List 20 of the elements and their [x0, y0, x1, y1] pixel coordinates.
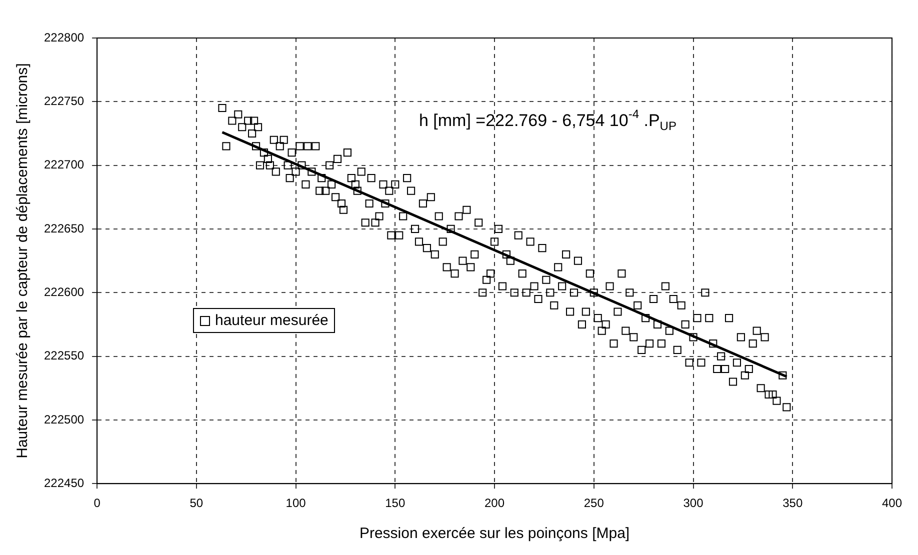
x-tick-label: 350 — [782, 496, 803, 510]
y-tick-label: 222450 — [44, 476, 84, 490]
x-tick-label: 200 — [484, 496, 505, 510]
x-axis-title: Pression exercée sur les poinçons [Mpa] — [359, 525, 630, 542]
x-tick-label: 50 — [190, 496, 204, 510]
y-tick-label: 222600 — [44, 284, 84, 299]
y-tick-label: 222550 — [44, 348, 84, 363]
x-tick-label: 250 — [584, 496, 604, 510]
x-tick-label: 0 — [94, 496, 101, 510]
x-tick-label: 150 — [385, 496, 406, 510]
x-tick-label: 300 — [683, 496, 704, 510]
legend-label: hauteur mesurée — [215, 312, 328, 329]
y-tick-label: 222500 — [44, 412, 84, 426]
y-tick-label: 222650 — [44, 221, 84, 236]
y-tick-label: 222750 — [44, 94, 84, 108]
y-tick-label: 222800 — [44, 30, 84, 44]
x-tick-label: 100 — [286, 496, 306, 510]
x-tick-label: 400 — [882, 496, 902, 510]
y-axis-title: Hauteur mesurée par le capteur de déplacements [microns] — [14, 63, 32, 458]
y-tick-label: 222700 — [44, 158, 84, 172]
